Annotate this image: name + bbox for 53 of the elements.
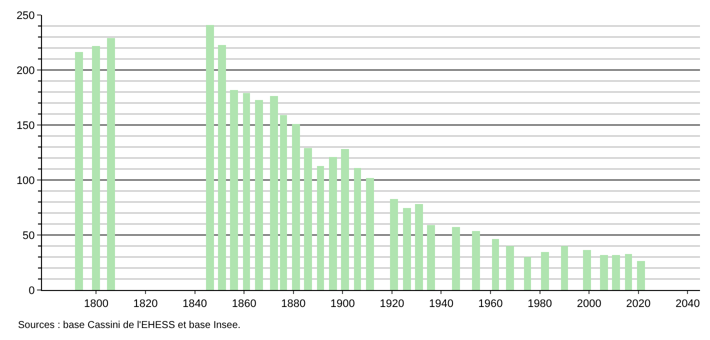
bar xyxy=(230,90,238,290)
y-tick-label: 100 xyxy=(16,174,35,187)
y-tick-label: 50 xyxy=(22,230,35,242)
y-tick-label: 200 xyxy=(16,64,35,77)
bar xyxy=(390,199,398,290)
bar xyxy=(243,93,250,290)
bar xyxy=(354,168,361,290)
bar xyxy=(506,246,514,290)
bar xyxy=(92,46,100,290)
bar xyxy=(304,148,312,290)
bar xyxy=(415,204,423,290)
bar xyxy=(561,246,568,290)
y-tick-label: 250 xyxy=(16,10,35,22)
bar xyxy=(317,166,324,290)
bar xyxy=(427,225,435,290)
bar xyxy=(292,124,300,290)
x-tick-label: 1860 xyxy=(232,298,256,310)
bar xyxy=(452,227,460,290)
bar xyxy=(403,208,411,290)
x-tick-label: 2020 xyxy=(626,298,651,310)
bar xyxy=(625,254,632,290)
bar xyxy=(524,257,531,290)
x-tick-label: 2000 xyxy=(576,298,602,310)
x-tick-label: 1800 xyxy=(84,298,108,310)
x-tick-label: 2040 xyxy=(675,298,700,310)
bar xyxy=(270,96,278,290)
bar xyxy=(75,52,83,290)
bar xyxy=(583,250,591,290)
x-tick-label: 1840 xyxy=(182,298,208,310)
x-tick-label: 1900 xyxy=(330,298,355,310)
bar xyxy=(206,25,214,290)
x-tick-label: 1940 xyxy=(429,298,454,310)
bar xyxy=(255,100,263,290)
bar xyxy=(600,255,608,290)
y-tick-label: 0 xyxy=(28,284,35,297)
bar xyxy=(107,38,115,290)
bar xyxy=(637,261,645,290)
bar xyxy=(280,115,287,290)
x-tick-label: 1980 xyxy=(528,298,552,310)
bar xyxy=(218,45,226,290)
bar xyxy=(612,255,620,290)
x-tick-label: 1880 xyxy=(281,298,306,310)
source-note: Sources : base Cassini de l'EHESS et base Insee. xyxy=(18,320,241,331)
bar xyxy=(366,178,374,290)
bar xyxy=(472,231,480,290)
bar xyxy=(492,239,499,290)
bar xyxy=(541,252,549,290)
x-tick-label: 1820 xyxy=(133,298,158,310)
y-tick-label: 150 xyxy=(16,120,35,132)
bar xyxy=(329,157,337,290)
bar xyxy=(341,149,349,290)
x-tick-label: 1920 xyxy=(380,298,404,310)
x-tick-label: 1960 xyxy=(478,298,503,310)
